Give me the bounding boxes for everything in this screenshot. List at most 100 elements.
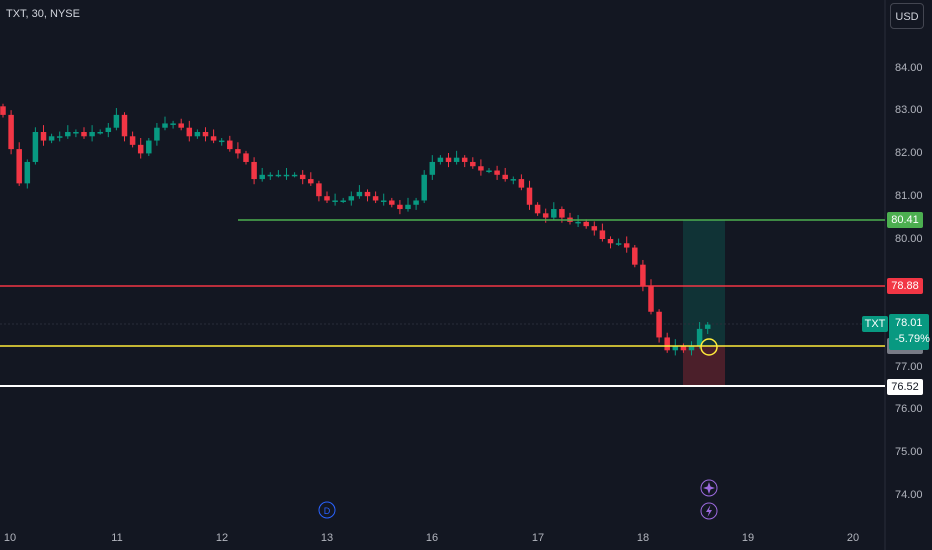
candle-body xyxy=(380,200,387,202)
last-price-value: 78.01 xyxy=(895,317,923,329)
y-axis-label: 76.00 xyxy=(895,403,923,415)
candle-body xyxy=(437,157,444,162)
candle-body xyxy=(283,174,290,177)
candle-body xyxy=(534,204,541,214)
candle-body xyxy=(494,170,500,175)
candle-body xyxy=(607,239,614,244)
x-axis-label: 11 xyxy=(111,532,123,544)
candle-body xyxy=(413,200,419,205)
candle-body xyxy=(389,200,395,205)
candle-body xyxy=(591,226,598,231)
candle-body xyxy=(421,174,427,201)
y-axis-label: 80.00 xyxy=(895,233,923,245)
candle-body xyxy=(551,209,557,218)
candle-body xyxy=(113,114,120,128)
candle-body xyxy=(275,174,282,177)
candle-body xyxy=(8,114,14,150)
candle-body xyxy=(332,200,338,202)
candle-body xyxy=(227,140,233,150)
candle-body xyxy=(81,132,87,137)
y-axis-label: 74.00 xyxy=(895,489,923,501)
candle-body xyxy=(32,132,39,162)
candle-body xyxy=(243,153,249,162)
candle-body xyxy=(194,132,201,137)
symbol-price-tag: TXT xyxy=(862,316,888,332)
long-position-profit-zone xyxy=(683,220,725,346)
x-axis-label: 20 xyxy=(846,532,860,544)
candle-body xyxy=(56,136,63,138)
y-axis-label: 82.00 xyxy=(895,147,923,159)
y-axis-label: 83.00 xyxy=(895,104,923,116)
candles-group xyxy=(0,103,711,356)
candle-body xyxy=(40,132,47,141)
candle-body xyxy=(308,179,314,184)
currency-button[interactable]: USD xyxy=(890,3,924,29)
candle-body xyxy=(97,132,103,134)
candle-body xyxy=(210,136,217,141)
candle-body xyxy=(251,161,257,180)
highlight-circle xyxy=(700,338,718,356)
candle-body xyxy=(445,157,452,162)
candle-body xyxy=(510,179,517,181)
x-axis-label: 12 xyxy=(215,532,229,544)
long-position-loss-zone xyxy=(683,346,725,386)
candle-body xyxy=(162,123,168,128)
candle-body xyxy=(599,230,606,239)
candle-body xyxy=(470,161,476,167)
candle-body xyxy=(291,174,298,177)
candle-body xyxy=(16,149,22,184)
lightning-event-icon[interactable] xyxy=(700,502,718,520)
candle-body xyxy=(186,127,193,137)
candle-body xyxy=(559,209,565,218)
candle-body xyxy=(672,346,679,351)
x-axis-label: 13 xyxy=(320,532,334,544)
candle-body xyxy=(502,174,508,180)
candle-body xyxy=(575,221,581,224)
candle-body xyxy=(478,166,484,171)
candle-body xyxy=(146,140,152,154)
candle-body xyxy=(680,346,687,351)
candle-body xyxy=(640,264,646,287)
y-axis-label: 77.00 xyxy=(895,361,923,373)
candle-body xyxy=(583,221,589,227)
candle-body xyxy=(704,324,711,329)
candle-body xyxy=(178,123,184,128)
candle-body xyxy=(73,132,79,134)
candle-body xyxy=(129,136,136,145)
x-axis-label: 16 xyxy=(425,532,439,544)
candle-body xyxy=(486,170,492,173)
candle-body xyxy=(324,196,330,201)
candle-body xyxy=(348,196,355,201)
event-marker-label: D xyxy=(324,506,331,516)
red-line-price-tag: 78.88 xyxy=(887,278,923,294)
candle-body xyxy=(299,174,306,180)
candle-body xyxy=(397,204,403,210)
candle-body xyxy=(518,179,525,188)
candle-body xyxy=(696,328,703,346)
candle-body xyxy=(0,106,6,115)
white-line-price-tag: 76.52 xyxy=(887,379,923,395)
x-axis-label: 18 xyxy=(636,532,650,544)
candle-body xyxy=(340,200,346,202)
candle-body xyxy=(526,187,533,205)
candle-body xyxy=(218,140,225,143)
candle-body xyxy=(170,123,176,125)
candle-body xyxy=(656,311,662,338)
last-price-change: -5.79% xyxy=(895,333,930,345)
x-axis-label: 17 xyxy=(531,532,545,544)
candle-body xyxy=(623,243,630,248)
candle-body xyxy=(65,132,71,137)
y-axis-label: 75.00 xyxy=(895,446,923,458)
x-axis-label: 10 xyxy=(3,532,17,544)
y-axis-label: 84.00 xyxy=(895,62,923,74)
candle-body xyxy=(615,243,622,245)
candle-body xyxy=(688,346,695,351)
candle-body xyxy=(405,204,411,210)
event-marker-d[interactable]: D xyxy=(318,501,336,519)
sparkle-event-icon[interactable] xyxy=(700,479,718,497)
candle-body xyxy=(267,174,274,177)
candle-body xyxy=(648,286,654,312)
y-axis-label: 81.00 xyxy=(895,190,923,202)
symbol-title: TXT, 30, NYSE xyxy=(6,8,80,20)
